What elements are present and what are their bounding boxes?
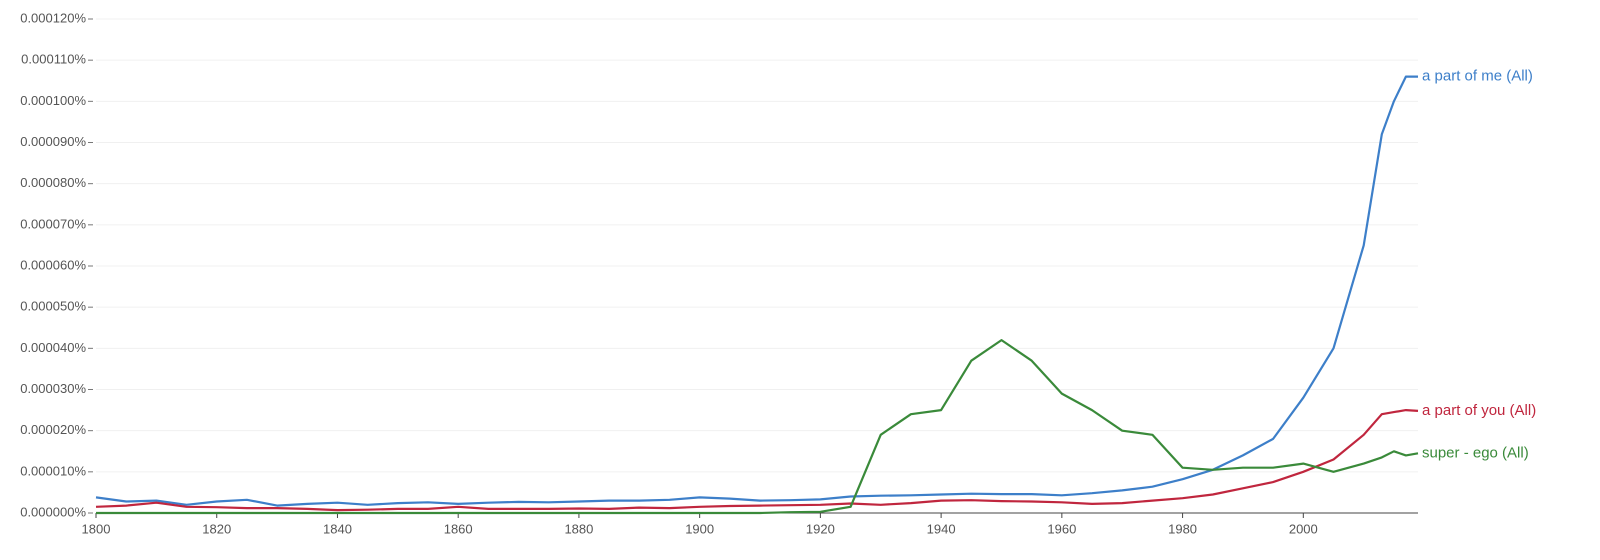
x-tick-label: 1960: [1047, 521, 1076, 536]
x-tick-label: 1920: [806, 521, 835, 536]
x-tick-label: 1940: [927, 521, 956, 536]
x-tick-label: 1880: [564, 521, 593, 536]
y-tick-label: 0.000090%: [20, 134, 86, 149]
series-line: [95, 409, 1419, 512]
x-tick-label: 1840: [323, 521, 352, 536]
y-tick-label: 0.000120%: [20, 10, 86, 25]
series-line: [95, 75, 1418, 507]
y-tick-label: 0.000010%: [20, 463, 86, 478]
y-tick-label: 0.000040%: [20, 340, 86, 355]
y-tick-label: 0.000110%: [21, 52, 86, 67]
x-tick-label: 1860: [444, 521, 473, 536]
y-tick-label: 0.000000%: [20, 504, 86, 519]
x-tick-label: 2000: [1289, 521, 1318, 536]
y-tick-label: 0.000020%: [20, 422, 86, 437]
series-line: [96, 339, 1419, 515]
y-tick-label: 0.000080%: [20, 175, 86, 190]
y-tick-label: 0.000100%: [20, 93, 86, 108]
y-tick-label: 0.000060%: [20, 257, 86, 272]
x-tick-label: 1980: [1168, 521, 1197, 536]
x-tick-label: 1800: [82, 521, 111, 536]
series-label: a part of you (All): [1422, 402, 1536, 419]
y-tick-label: 0.000050%: [20, 299, 86, 314]
y-tick-label: 0.000070%: [20, 216, 86, 231]
series-label: a part of me (All): [1422, 68, 1533, 85]
x-tick-label: 1820: [202, 521, 231, 536]
x-tick-label: 1900: [685, 521, 714, 536]
series-label: super - ego (All): [1422, 444, 1529, 461]
y-tick-label: 0.000030%: [20, 381, 86, 396]
